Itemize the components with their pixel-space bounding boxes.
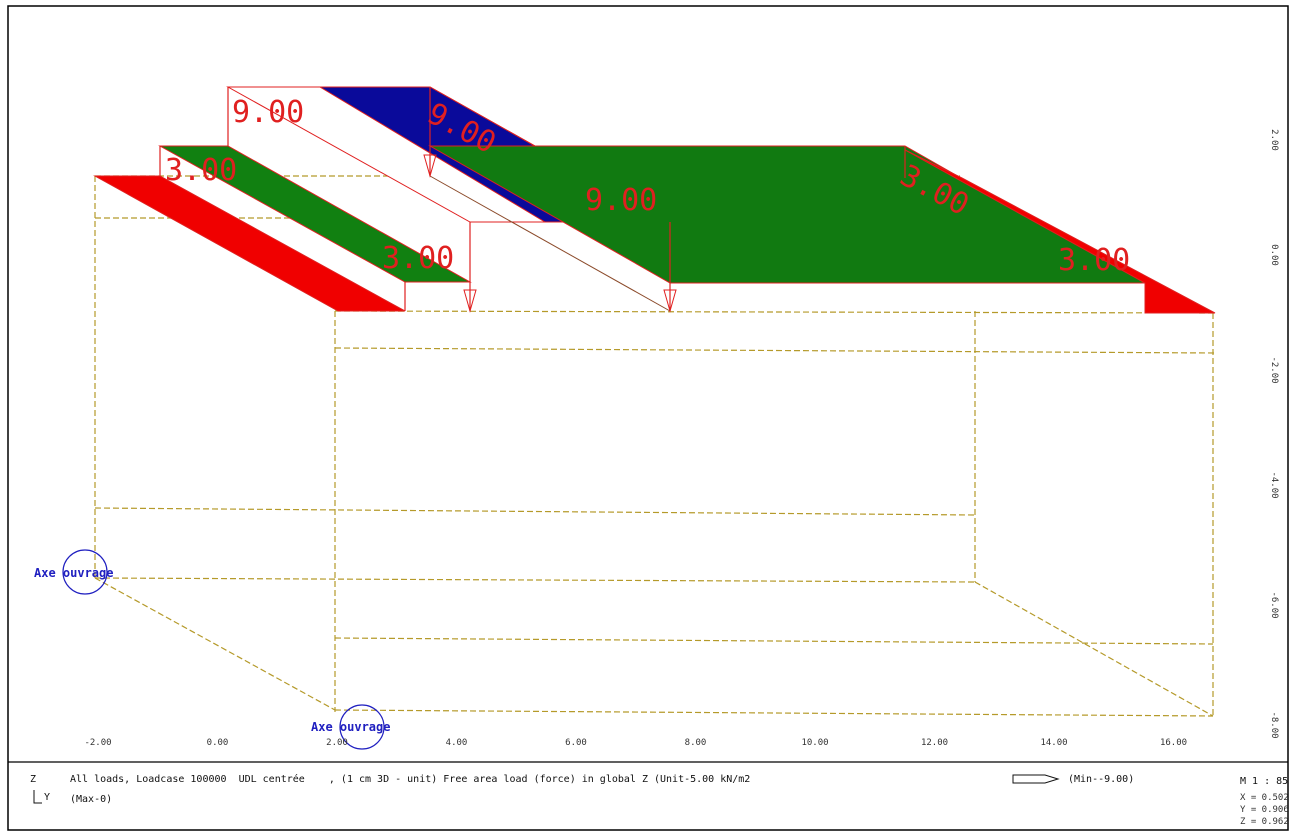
load-label: 3.00: [165, 153, 237, 188]
status-max: (Max-0): [70, 794, 112, 805]
window-frame: [7, 5, 1289, 831]
axis-z: Z: [30, 774, 36, 785]
axis-marker: [62, 549, 108, 595]
x-tick-label: 6.00: [565, 738, 587, 748]
y-tick-label: 0.00: [1269, 244, 1279, 266]
axis-label: Axe ouvrage: [34, 566, 113, 580]
load-areas: [93, 86, 1216, 314]
scale-arrow: [1012, 774, 1060, 784]
axis-label: Axe ouvrage: [311, 720, 390, 734]
status-x: X = 0.502: [1240, 793, 1289, 803]
x-tick-label: 16.00: [1160, 738, 1187, 748]
structure-frame: [94, 175, 1216, 717]
y-tick-label: -8.00: [1269, 711, 1279, 738]
status-z: Z = 0.962: [1240, 817, 1289, 827]
x-tick-label: 4.00: [446, 738, 468, 748]
y-tick-label: -2.00: [1269, 356, 1279, 383]
axis-marker: [339, 704, 385, 750]
x-tick-label: 10.00: [801, 738, 828, 748]
y-tick-label: -6.00: [1269, 591, 1279, 618]
status-description: All loads, Loadcase 100000 UDL centrée ,…: [70, 773, 750, 785]
x-tick-label: 8.00: [685, 738, 707, 748]
y-axis: 2.00 0.00 -2.00 -4.00 -6.00 -8.00: [1269, 129, 1279, 738]
load-label: 9.00: [585, 183, 657, 218]
x-tick-label: 2.00: [326, 738, 348, 748]
x-tick-label: -2.00: [84, 738, 111, 748]
y-tick-label: -4.00: [1269, 471, 1279, 498]
x-tick-label: 12.00: [921, 738, 948, 748]
y-tick-label: 2.00: [1269, 129, 1279, 151]
axis-y: Y: [44, 792, 50, 803]
x-tick-label: 14.00: [1040, 738, 1067, 748]
x-tick-label: 0.00: [207, 738, 229, 748]
x-axis: -2.00 0.00 2.00 4.00 6.00 8.00 10.00 12.00 14.00…: [84, 738, 1187, 748]
status-scale: M 1 : 85: [1240, 776, 1288, 787]
axis-icon: [33, 790, 42, 804]
load-label: 3.00: [382, 241, 454, 276]
status-y: Y = 0.906: [1240, 805, 1289, 815]
load-label: 3.00: [1058, 243, 1130, 278]
status-min: (Min--9.00): [1068, 774, 1134, 785]
load-label: 9.00: [232, 95, 304, 130]
